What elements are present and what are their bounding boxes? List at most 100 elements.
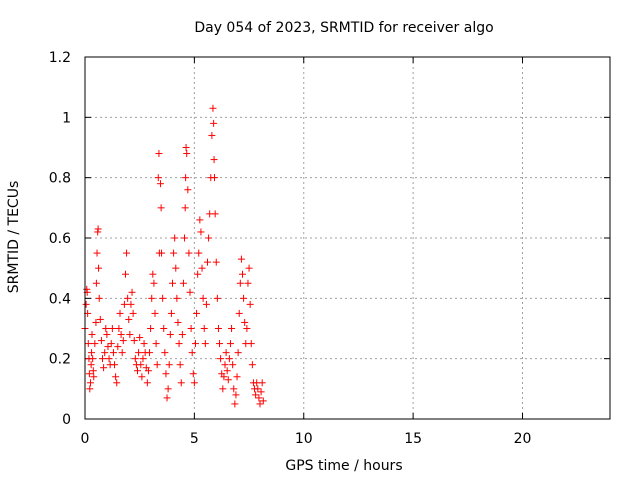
data-point <box>179 279 187 287</box>
data-point <box>171 234 179 242</box>
data-point <box>230 385 238 393</box>
data-point <box>84 340 92 348</box>
data-point <box>159 294 167 302</box>
data-point <box>120 300 128 308</box>
data-point <box>117 331 125 339</box>
data-point <box>190 379 198 387</box>
data-point <box>138 373 146 381</box>
x-tick-label: 5 <box>190 431 199 447</box>
data-point <box>118 349 126 357</box>
data-point <box>204 258 211 266</box>
data-point <box>125 315 133 323</box>
data-point <box>166 331 174 339</box>
y-axis-label: SRMTID / TECUs <box>6 181 22 294</box>
data-point <box>240 294 248 302</box>
data-point <box>82 300 90 308</box>
data-point <box>257 388 265 396</box>
y-tick-labels: 0 0.2 0.4 0.6 0.8 1 1.2 <box>49 50 71 428</box>
data-point <box>234 349 242 357</box>
data-point <box>256 400 264 408</box>
data-point <box>201 340 209 348</box>
data-point <box>209 104 217 112</box>
data-point <box>247 340 255 348</box>
data-point <box>150 279 158 287</box>
data-point <box>112 373 120 381</box>
data-point <box>148 294 156 302</box>
data-point <box>152 340 160 348</box>
data-point <box>170 249 178 257</box>
data-point <box>121 270 129 278</box>
data-point <box>219 385 227 393</box>
data-point <box>144 367 152 375</box>
data-point <box>163 394 171 402</box>
data-point <box>156 180 164 188</box>
data-point <box>239 270 246 278</box>
data-point <box>214 325 222 332</box>
data-point <box>178 331 186 339</box>
data-point <box>165 361 173 369</box>
data-point <box>226 340 234 348</box>
data-point <box>258 379 266 387</box>
data-point <box>236 279 244 287</box>
data-point <box>136 334 144 342</box>
data-point <box>123 249 131 257</box>
data-point <box>97 337 105 345</box>
data-point <box>89 367 97 375</box>
data-point <box>222 349 230 357</box>
data-point <box>146 349 154 357</box>
data-point <box>188 349 196 357</box>
data-point <box>160 325 168 332</box>
data-point <box>248 361 256 369</box>
data-point <box>174 318 182 326</box>
data-point <box>104 343 112 351</box>
data-point <box>90 373 98 381</box>
data-point <box>128 288 136 296</box>
data-point <box>85 370 93 378</box>
data-point <box>129 309 137 317</box>
data-point <box>177 379 185 387</box>
data-point <box>216 340 224 348</box>
data-point <box>108 325 116 332</box>
data-point <box>254 385 262 393</box>
data-point <box>92 318 100 326</box>
data-point <box>116 309 124 317</box>
data-point <box>113 379 121 387</box>
data-point <box>158 249 166 257</box>
data-point <box>223 367 231 375</box>
data-point <box>235 309 243 317</box>
data-point <box>232 391 240 399</box>
data-point <box>255 394 263 402</box>
data-point <box>210 119 218 127</box>
data-point <box>211 210 219 218</box>
x-tick-labels: 0 5 10 15 20 <box>81 431 532 447</box>
data-point <box>208 131 216 139</box>
data-point <box>225 355 233 363</box>
data-point <box>92 279 100 287</box>
data-point <box>87 361 95 369</box>
data-points <box>81 104 267 408</box>
chart-title: Day 054 of 2023, SRMTID for receiver alg… <box>194 20 493 36</box>
data-point <box>109 349 117 357</box>
data-point <box>181 204 189 212</box>
data-point <box>195 249 203 257</box>
data-point <box>91 340 99 348</box>
data-point <box>199 294 207 302</box>
data-point <box>93 249 101 257</box>
data-point <box>185 249 193 257</box>
data-point <box>246 300 254 308</box>
data-point <box>153 361 161 369</box>
data-point <box>197 228 205 236</box>
data-point <box>86 385 94 393</box>
y-tick-label: 0.6 <box>49 231 71 247</box>
data-point <box>162 370 170 378</box>
data-point <box>217 355 225 363</box>
gridlines <box>85 57 610 419</box>
data-point <box>103 331 111 339</box>
data-point <box>182 144 190 151</box>
data-point <box>96 315 104 323</box>
data-point <box>155 150 163 158</box>
data-point <box>252 391 260 399</box>
x-tick-label: 20 <box>514 431 532 447</box>
data-point <box>154 174 162 182</box>
